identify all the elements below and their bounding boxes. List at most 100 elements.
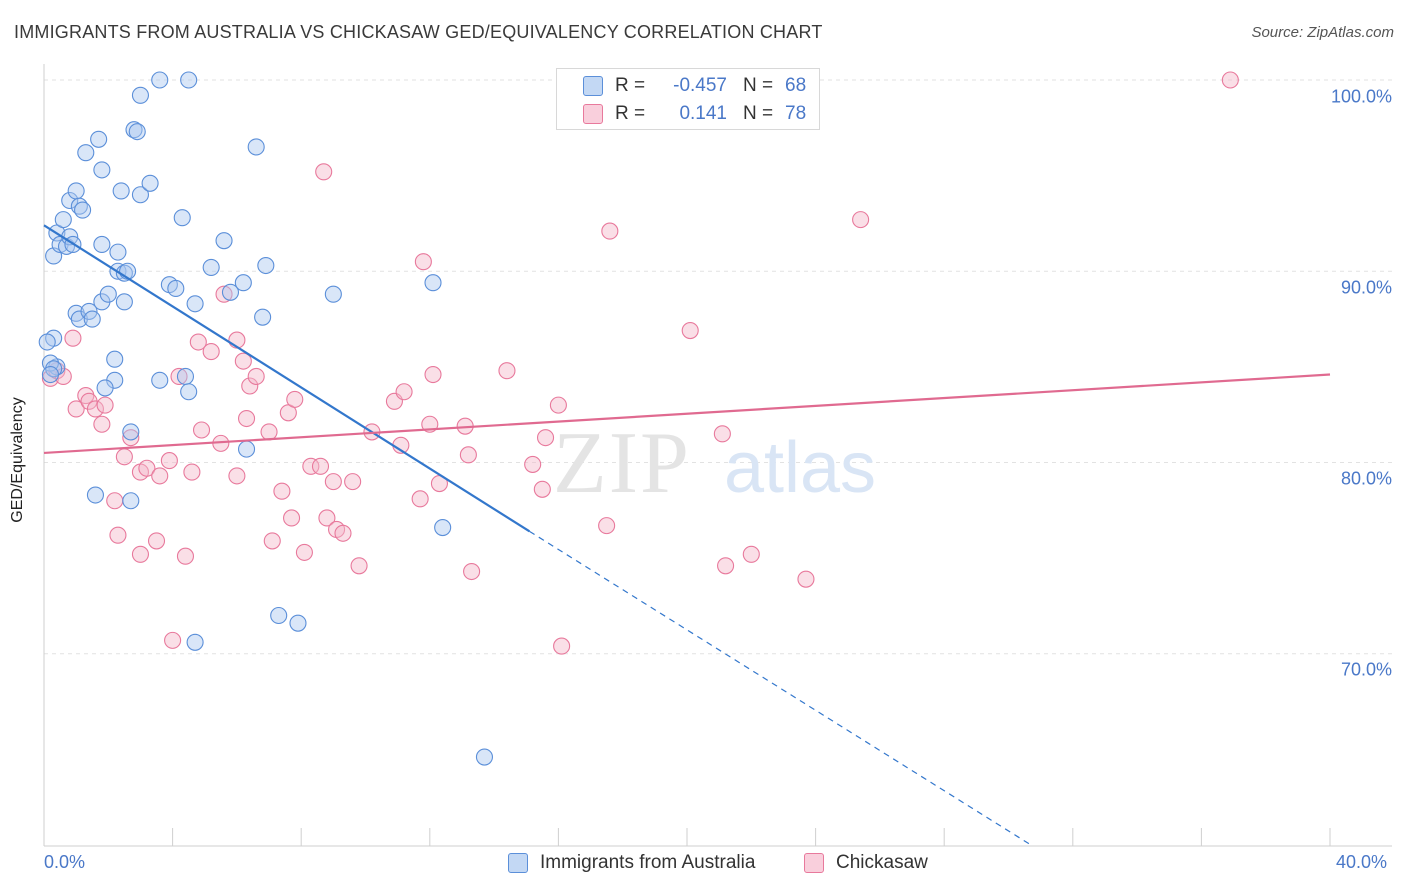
data-point: [128, 123, 146, 141]
legend-n-value: 68: [785, 75, 807, 96]
data-point: [344, 473, 362, 491]
data-point: [234, 274, 252, 292]
chickasaw-points: [41, 71, 1239, 655]
data-point: [852, 211, 870, 229]
data-point: [237, 409, 256, 428]
data-point: [147, 532, 166, 550]
data-point: [270, 606, 288, 625]
bottom-legend-label-australia: Immigrants from Australia: [540, 852, 756, 873]
data-point: [350, 557, 368, 575]
x-tick-label-max: 40.0%: [1336, 852, 1388, 872]
data-point: [141, 174, 159, 192]
data-point: [176, 367, 195, 385]
data-point: [202, 343, 220, 361]
data-point: [173, 209, 191, 227]
data-point: [96, 396, 114, 414]
data-point: [533, 480, 551, 498]
data-point: [286, 390, 304, 408]
trend-line-australia-extension: [529, 530, 1032, 846]
data-point: [180, 383, 198, 401]
trend-line-chickasaw: [43, 373, 1331, 455]
data-point: [93, 161, 111, 179]
trend-line-australia: [43, 224, 531, 533]
data-point: [549, 396, 567, 414]
data-point: [151, 371, 169, 389]
legend-r-label: R =: [615, 103, 646, 124]
data-point: [180, 71, 198, 89]
bottom-legend-australia: Immigrants from Australia: [508, 852, 755, 874]
data-point: [215, 232, 233, 250]
data-point: [315, 163, 333, 181]
data-point: [247, 138, 265, 156]
data-point: [324, 285, 342, 303]
data-point: [498, 362, 516, 380]
y-axis-label: GED/Equivalency: [9, 397, 26, 523]
data-point: [717, 557, 735, 575]
data-point: [138, 459, 156, 477]
data-point: [167, 279, 185, 298]
data-point: [553, 637, 571, 655]
legend-n-value: 78: [785, 103, 807, 124]
data-point: [67, 400, 85, 418]
data-point: [742, 545, 760, 563]
data-point: [254, 308, 272, 326]
data-point: [67, 182, 85, 200]
data-point: [334, 524, 352, 542]
data-point: [221, 283, 240, 301]
legend-swatch-chickasaw: [583, 104, 603, 124]
watermark: ZIP atlas: [553, 415, 876, 512]
data-point: [434, 518, 452, 537]
data-point: [106, 350, 124, 368]
data-point: [93, 235, 111, 254]
watermark-zip: ZIP: [553, 415, 691, 512]
y-tick-label: 90.0%: [1340, 277, 1392, 298]
data-point: [295, 543, 313, 561]
data-point: [186, 633, 204, 651]
legend-row-chickasaw: R = 0.141 N = 78: [557, 100, 806, 128]
data-point: [99, 285, 117, 303]
data-point: [302, 457, 320, 475]
data-point: [131, 186, 149, 204]
y-tick-label: 70.0%: [1340, 659, 1392, 680]
data-point: [170, 367, 188, 385]
data-point: [202, 258, 220, 276]
data-point: [598, 517, 616, 535]
data-point: [228, 467, 246, 485]
legend-n-label: N =: [743, 75, 774, 96]
data-point: [424, 365, 442, 384]
data-point: [283, 509, 301, 527]
data-point: [324, 473, 342, 491]
bottom-legend-chickasaw: Chickasaw: [804, 852, 928, 874]
legend-swatch-australia: [583, 76, 603, 96]
y-tick-label: 80.0%: [1340, 468, 1392, 489]
data-point: [411, 490, 429, 508]
data-point: [318, 509, 336, 527]
data-point: [601, 222, 619, 240]
data-point: [186, 295, 204, 313]
data-point: [311, 457, 330, 475]
bottom-legend-swatch-chickasaw: [804, 853, 824, 873]
trend-lines: [43, 224, 1331, 846]
data-point: [414, 253, 432, 271]
data-point: [90, 130, 108, 148]
data-point: [395, 383, 413, 401]
data-point: [797, 570, 815, 588]
data-point: [131, 86, 149, 104]
data-point: [424, 274, 442, 292]
data-point: [83, 310, 101, 328]
data-point: [151, 71, 169, 89]
data-point: [241, 377, 259, 395]
axes: [43, 64, 1392, 847]
data-point: [122, 429, 140, 447]
data-point: [164, 631, 182, 649]
data-point: [61, 191, 79, 210]
data-point: [536, 429, 555, 447]
data-point: [112, 182, 130, 200]
watermark-atlas: atlas: [724, 428, 876, 508]
data-point: [64, 329, 82, 347]
data-point: [54, 211, 72, 229]
legend-n-label: N =: [743, 103, 774, 124]
data-point: [681, 321, 699, 340]
data-point: [38, 333, 56, 351]
chart-title: IMMIGRANTS FROM AUSTRALIA VS CHICKASAW G…: [14, 22, 823, 42]
